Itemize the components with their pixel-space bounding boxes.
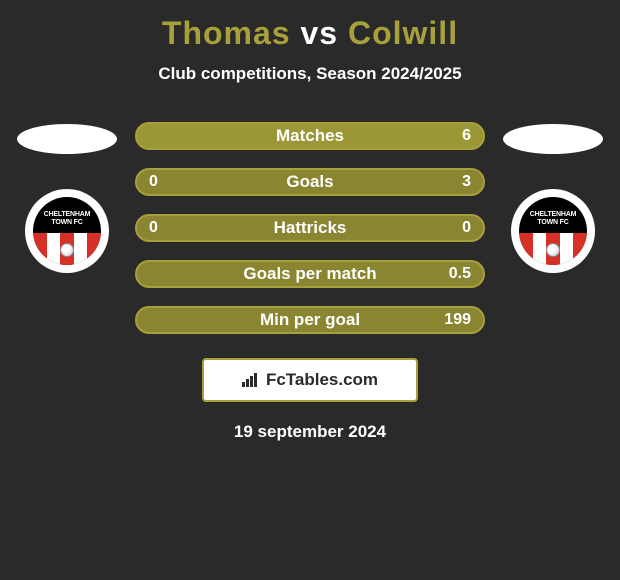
stat-right-value: 0.5 (431, 265, 471, 283)
badge-text-right: CHELTENHAM TOWN FC (519, 211, 587, 226)
stripe (560, 233, 574, 265)
stat-right-value: 3 (431, 173, 471, 191)
chart-icon (242, 373, 260, 387)
stat-bar-hattricks: 0 Hattricks 0 (135, 214, 485, 242)
stat-left-value: 0 (149, 219, 189, 237)
stat-label: Matches (189, 126, 431, 146)
stat-right-value: 0 (431, 219, 471, 237)
page-title: Thomas vs Colwill (162, 15, 458, 52)
stat-right-value: 6 (431, 127, 471, 145)
vs-label: vs (300, 15, 338, 51)
stat-label: Goals (189, 172, 431, 192)
stripe (33, 233, 47, 265)
left-side: CHELTENHAM TOWN FC (17, 124, 117, 273)
badge-inner: CHELTENHAM TOWN FC (519, 197, 587, 265)
comparison-card: Thomas vs Colwill Club competitions, Sea… (0, 0, 620, 442)
main-row: CHELTENHAM TOWN FC Matches 6 (0, 124, 620, 334)
stat-label: Hattricks (189, 218, 431, 238)
stripe (87, 233, 101, 265)
ball-icon (60, 243, 74, 257)
stripe (533, 233, 547, 265)
player1-avatar-placeholder (17, 124, 117, 154)
stat-label: Goals per match (189, 264, 431, 284)
date-label: 19 september 2024 (234, 422, 386, 442)
stripe (519, 233, 533, 265)
stripe (74, 233, 88, 265)
player1-club-badge: CHELTENHAM TOWN FC (25, 189, 109, 273)
stat-label: Min per goal (189, 310, 431, 330)
watermark-badge[interactable]: FcTables.com (202, 358, 418, 402)
stat-bar-matches: Matches 6 (135, 122, 485, 150)
player2-avatar-placeholder (503, 124, 603, 154)
player2-club-badge: CHELTENHAM TOWN FC (511, 189, 595, 273)
watermark-text: FcTables.com (266, 370, 378, 390)
badge-text-left: CHELTENHAM TOWN FC (33, 211, 101, 226)
ball-icon (546, 243, 560, 257)
stats-column: Matches 6 0 Goals 3 0 Hattricks 0 Goals … (135, 122, 485, 334)
stat-left-value: 0 (149, 173, 189, 191)
stat-bar-mpg: Min per goal 199 (135, 306, 485, 334)
stat-bar-gpm: Goals per match 0.5 (135, 260, 485, 288)
subtitle: Club competitions, Season 2024/2025 (158, 64, 461, 84)
stat-right-value: 199 (431, 311, 471, 329)
stripe (573, 233, 587, 265)
player2-name: Colwill (348, 15, 458, 51)
badge-inner: CHELTENHAM TOWN FC (33, 197, 101, 265)
player1-name: Thomas (162, 15, 291, 51)
stripe (47, 233, 61, 265)
right-side: CHELTENHAM TOWN FC (503, 124, 603, 273)
stat-bar-goals: 0 Goals 3 (135, 168, 485, 196)
